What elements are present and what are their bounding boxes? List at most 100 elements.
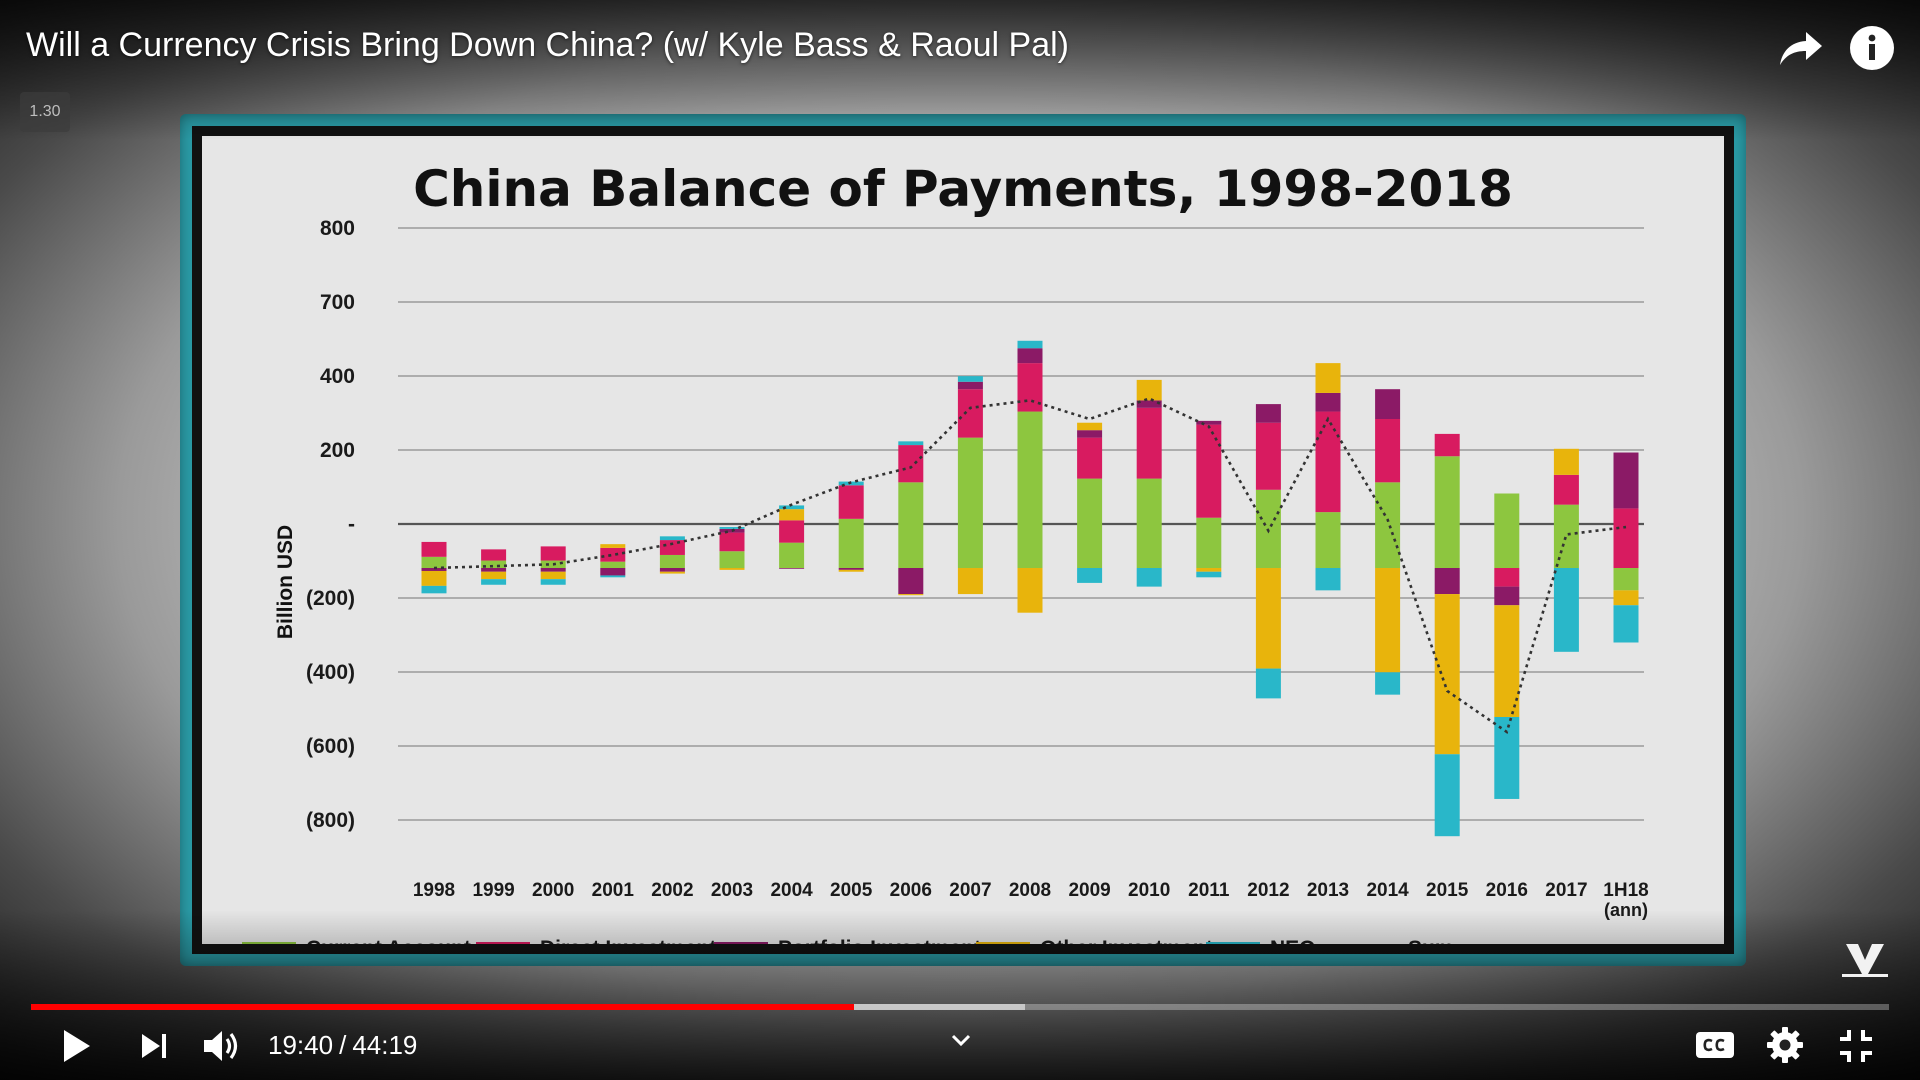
y-tick-label: (600) <box>306 735 355 758</box>
bar-segment <box>839 570 864 572</box>
bar-segment <box>1554 568 1579 652</box>
x-tick-label: 2005 <box>830 880 873 901</box>
progress-played <box>31 1004 854 1010</box>
time-separator: / <box>339 1030 346 1060</box>
bar-segment <box>481 568 506 572</box>
bar-segment <box>1077 479 1102 568</box>
x-tick-label: 2002 <box>651 880 693 901</box>
top-gradient <box>0 0 1920 140</box>
x-tick-label: 2016 <box>1486 880 1528 901</box>
bar-segment <box>1614 590 1639 605</box>
y-tick-label: - <box>348 513 355 536</box>
bar-segment <box>898 482 923 568</box>
x-tick-label: 2003 <box>711 880 753 901</box>
y-tick-label: 800 <box>320 217 355 240</box>
bar-segment <box>1196 518 1221 568</box>
next-button[interactable] <box>136 1028 172 1069</box>
bar-segment <box>660 536 685 540</box>
x-tick-label: 2000 <box>532 880 574 901</box>
bar-segment <box>1316 512 1341 568</box>
bar-segment <box>1077 568 1102 583</box>
bar-segment <box>720 533 745 552</box>
bar-segment <box>422 542 447 557</box>
bar-segment <box>958 438 983 568</box>
x-tick-label: 1H18 <box>1603 880 1648 901</box>
play-icon <box>56 1026 96 1066</box>
bar-segment <box>839 568 864 570</box>
title-text: Will a Currency Crisis Bring Down China?… <box>26 26 1069 64</box>
progress-bar[interactable] <box>31 1004 1889 1010</box>
bar-segment <box>779 568 804 569</box>
bar-segment <box>720 568 745 570</box>
bar-segment <box>600 548 625 562</box>
bar-segment <box>1375 482 1400 568</box>
bar-segment <box>1316 568 1341 590</box>
time-display: 19:40/44:19 <box>268 1030 417 1061</box>
captions-button[interactable] <box>1694 1028 1736 1067</box>
bar-segment <box>1614 453 1639 509</box>
x-tick-label: 2007 <box>949 880 991 901</box>
bar-segment <box>481 549 506 560</box>
video-title[interactable]: Will a Currency Crisis Bring Down China?… <box>26 26 1069 65</box>
bar-segment <box>660 568 685 572</box>
volume-icon <box>200 1026 244 1066</box>
bar-segment <box>660 572 685 574</box>
x-tick-label: 2006 <box>890 880 932 901</box>
bar-segment <box>600 568 625 575</box>
bar-segment <box>898 568 923 594</box>
bar-segment <box>1137 479 1162 568</box>
x-tick-label: 2014 <box>1366 880 1409 901</box>
bar-segment <box>1196 425 1221 518</box>
bar-segment <box>1614 568 1639 590</box>
bar-segment <box>660 540 685 555</box>
bar-segment <box>1137 568 1162 587</box>
play-button[interactable] <box>56 1026 96 1071</box>
bar-segment <box>1256 568 1281 669</box>
bar-segment <box>541 568 566 572</box>
chart-title: China Balance of Payments, 1998-2018 <box>413 160 1513 218</box>
settings-button[interactable] <box>1764 1024 1806 1071</box>
bar-segment <box>1316 412 1341 513</box>
bar-segment <box>898 441 923 445</box>
bar-segment <box>1435 754 1460 836</box>
balance-of-payments-chart: China Balance of Payments, 1998-2018 Bill… <box>202 136 1724 944</box>
bar-segment <box>422 586 447 593</box>
bar-segment <box>1435 456 1460 568</box>
bar-segment <box>1614 605 1639 642</box>
bar-segment <box>1137 380 1162 400</box>
bar-segment <box>720 551 745 568</box>
bar-segment <box>422 571 447 586</box>
x-tick-label: 2015 <box>1426 880 1469 901</box>
bar-segment <box>1614 508 1639 568</box>
x-tick-label: 1998 <box>413 880 455 901</box>
bar-segment <box>779 509 804 520</box>
bar-segment <box>541 579 566 585</box>
share-icon <box>1776 22 1828 74</box>
exit-fullscreen-button[interactable] <box>1836 1026 1876 1071</box>
bar-segment <box>1018 348 1043 363</box>
bar-segment <box>1256 669 1281 699</box>
captions-icon <box>1694 1028 1736 1062</box>
chart-paper: China Balance of Payments, 1998-2018 Bill… <box>202 136 1724 944</box>
chapter-chevron-button[interactable] <box>948 1030 974 1057</box>
chart-board: China Balance of Payments, 1998-2018 Bill… <box>180 114 1746 966</box>
bar-segment <box>839 485 864 519</box>
bar-segment <box>600 544 625 548</box>
info-button[interactable] <box>1846 22 1898 74</box>
x-tick-label: 2013 <box>1307 880 1349 901</box>
bar-segment <box>541 572 566 579</box>
bar-segment <box>958 376 983 382</box>
share-button[interactable] <box>1776 22 1828 74</box>
bar-segment <box>1137 408 1162 479</box>
x-tick-label: 2008 <box>1009 880 1051 901</box>
bar-segment <box>1375 419 1400 482</box>
bar-segment <box>1196 568 1221 572</box>
volume-button[interactable] <box>200 1026 244 1071</box>
y-tick-label: 700 <box>320 291 355 314</box>
bar-segment <box>1196 572 1221 578</box>
bar-segment <box>1435 594 1460 754</box>
bar-segment <box>541 546 566 560</box>
bar-segment <box>1554 475 1579 505</box>
bar-segment <box>600 562 625 568</box>
y-tick-label: (800) <box>306 809 355 832</box>
